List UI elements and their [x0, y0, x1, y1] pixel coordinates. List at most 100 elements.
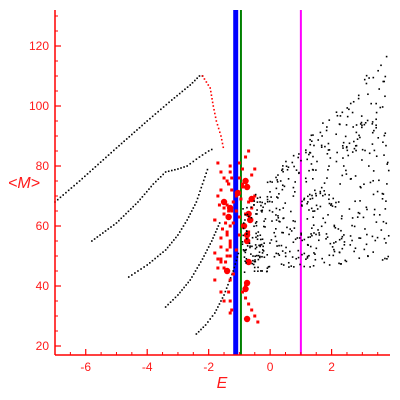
- series-7-point: [240, 182, 244, 186]
- series-1-point: [99, 161, 102, 163]
- cloud-point: [278, 220, 280, 223]
- series-4-point: [214, 231, 217, 233]
- cloud-point: [306, 202, 308, 205]
- cloud-point: [375, 102, 377, 105]
- series-1-point: [141, 124, 143, 127]
- series-3-point: [195, 201, 198, 203]
- cloud-point: [326, 152, 329, 155]
- series-2-point: [164, 171, 167, 173]
- series-4-point: [191, 276, 193, 278]
- series-8-point: [246, 216, 254, 224]
- cloud-point: [374, 239, 377, 242]
- series-1-point: [113, 149, 115, 152]
- series-5-point: [232, 270, 235, 272]
- series-1-point: [123, 140, 125, 143]
- cloud-point: [255, 246, 258, 249]
- cloud-point: [269, 242, 271, 244]
- cloud-point: [251, 236, 254, 239]
- cloud-point: [340, 237, 343, 240]
- x-tick-label: 2: [328, 360, 335, 374]
- series-3-point: [154, 257, 156, 260]
- cloud-point: [355, 131, 358, 134]
- cloud-point: [253, 270, 256, 272]
- series-4-point: [196, 267, 199, 269]
- cloud-point: [377, 137, 380, 139]
- cloud-point: [348, 208, 351, 210]
- series-1-point: [151, 115, 154, 118]
- series-5-point: [215, 309, 218, 311]
- series-7-point: [222, 266, 226, 270]
- cloud-point: [280, 244, 283, 247]
- series-1-point: [91, 168, 94, 171]
- series-6-point: [217, 127, 220, 130]
- cloud-point: [244, 249, 247, 252]
- cloud-point: [253, 225, 255, 228]
- cloud-point: [358, 237, 360, 239]
- cloud-point: [328, 194, 330, 196]
- cloud-point: [255, 213, 257, 215]
- series-4-point: [187, 281, 189, 284]
- cloud-point: [324, 193, 326, 196]
- series-7-point: [234, 248, 238, 252]
- series-7-point: [256, 320, 260, 324]
- series-5-point: [211, 315, 214, 317]
- series-5-point: [223, 294, 225, 296]
- cloud-point: [325, 238, 327, 240]
- cloud-point: [262, 206, 264, 209]
- series-6-point: [221, 142, 224, 145]
- series-7-point: [247, 230, 251, 234]
- series-7-point: [230, 176, 234, 180]
- series-2-point: [122, 215, 125, 217]
- cloud-point: [262, 250, 265, 252]
- cloud-point: [286, 168, 289, 171]
- cloud-point: [380, 64, 382, 67]
- series-6-point: [220, 135, 222, 137]
- cloud-point: [304, 177, 307, 180]
- cloud-point: [259, 256, 261, 259]
- cloud-point: [346, 115, 349, 118]
- cloud-point: [331, 205, 334, 207]
- series-1-point: [59, 196, 62, 199]
- cloud-point: [266, 200, 269, 203]
- series-4-point: [179, 291, 181, 294]
- cloud-point: [308, 209, 310, 211]
- cloud-point: [371, 235, 374, 238]
- cloud-point: [319, 192, 322, 195]
- cloud-point: [352, 126, 355, 128]
- series-2-point: [104, 230, 107, 232]
- cloud-point: [310, 233, 312, 235]
- cloud-point: [305, 180, 308, 183]
- cloud-point: [311, 178, 314, 180]
- series-2-point: [195, 158, 198, 161]
- cloud-point: [271, 181, 273, 183]
- series-3-point: [140, 268, 142, 270]
- cloud-point: [344, 259, 347, 262]
- cloud-point: [275, 228, 277, 230]
- cloud-point: [298, 153, 300, 155]
- series-1-point: [146, 120, 149, 122]
- cloud-point: [255, 236, 257, 239]
- cloud-point: [335, 241, 337, 243]
- series-2-point: [139, 198, 141, 201]
- cloud-point: [297, 156, 300, 159]
- cloud-point: [366, 208, 368, 211]
- cloud-point: [333, 250, 336, 253]
- cloud-point: [360, 115, 363, 117]
- cloud-point: [306, 218, 309, 220]
- cloud-point: [383, 154, 385, 156]
- x-axis: -6 -4 -2 0 2: [54, 349, 390, 374]
- cloud-point: [252, 255, 254, 257]
- cloud-point: [365, 243, 368, 246]
- cloud-point: [312, 224, 315, 226]
- cloud-point: [351, 217, 354, 219]
- series-2-point: [141, 196, 144, 198]
- cloud-point: [257, 231, 260, 233]
- series-8-point: [243, 279, 251, 287]
- series-7-point: [228, 242, 232, 246]
- series-2-point: [91, 240, 93, 242]
- series-3-point: [137, 270, 139, 272]
- series-4-point: [198, 264, 200, 266]
- cloud-point: [312, 155, 314, 158]
- cloud-point: [259, 234, 262, 237]
- cloud-point: [372, 170, 375, 172]
